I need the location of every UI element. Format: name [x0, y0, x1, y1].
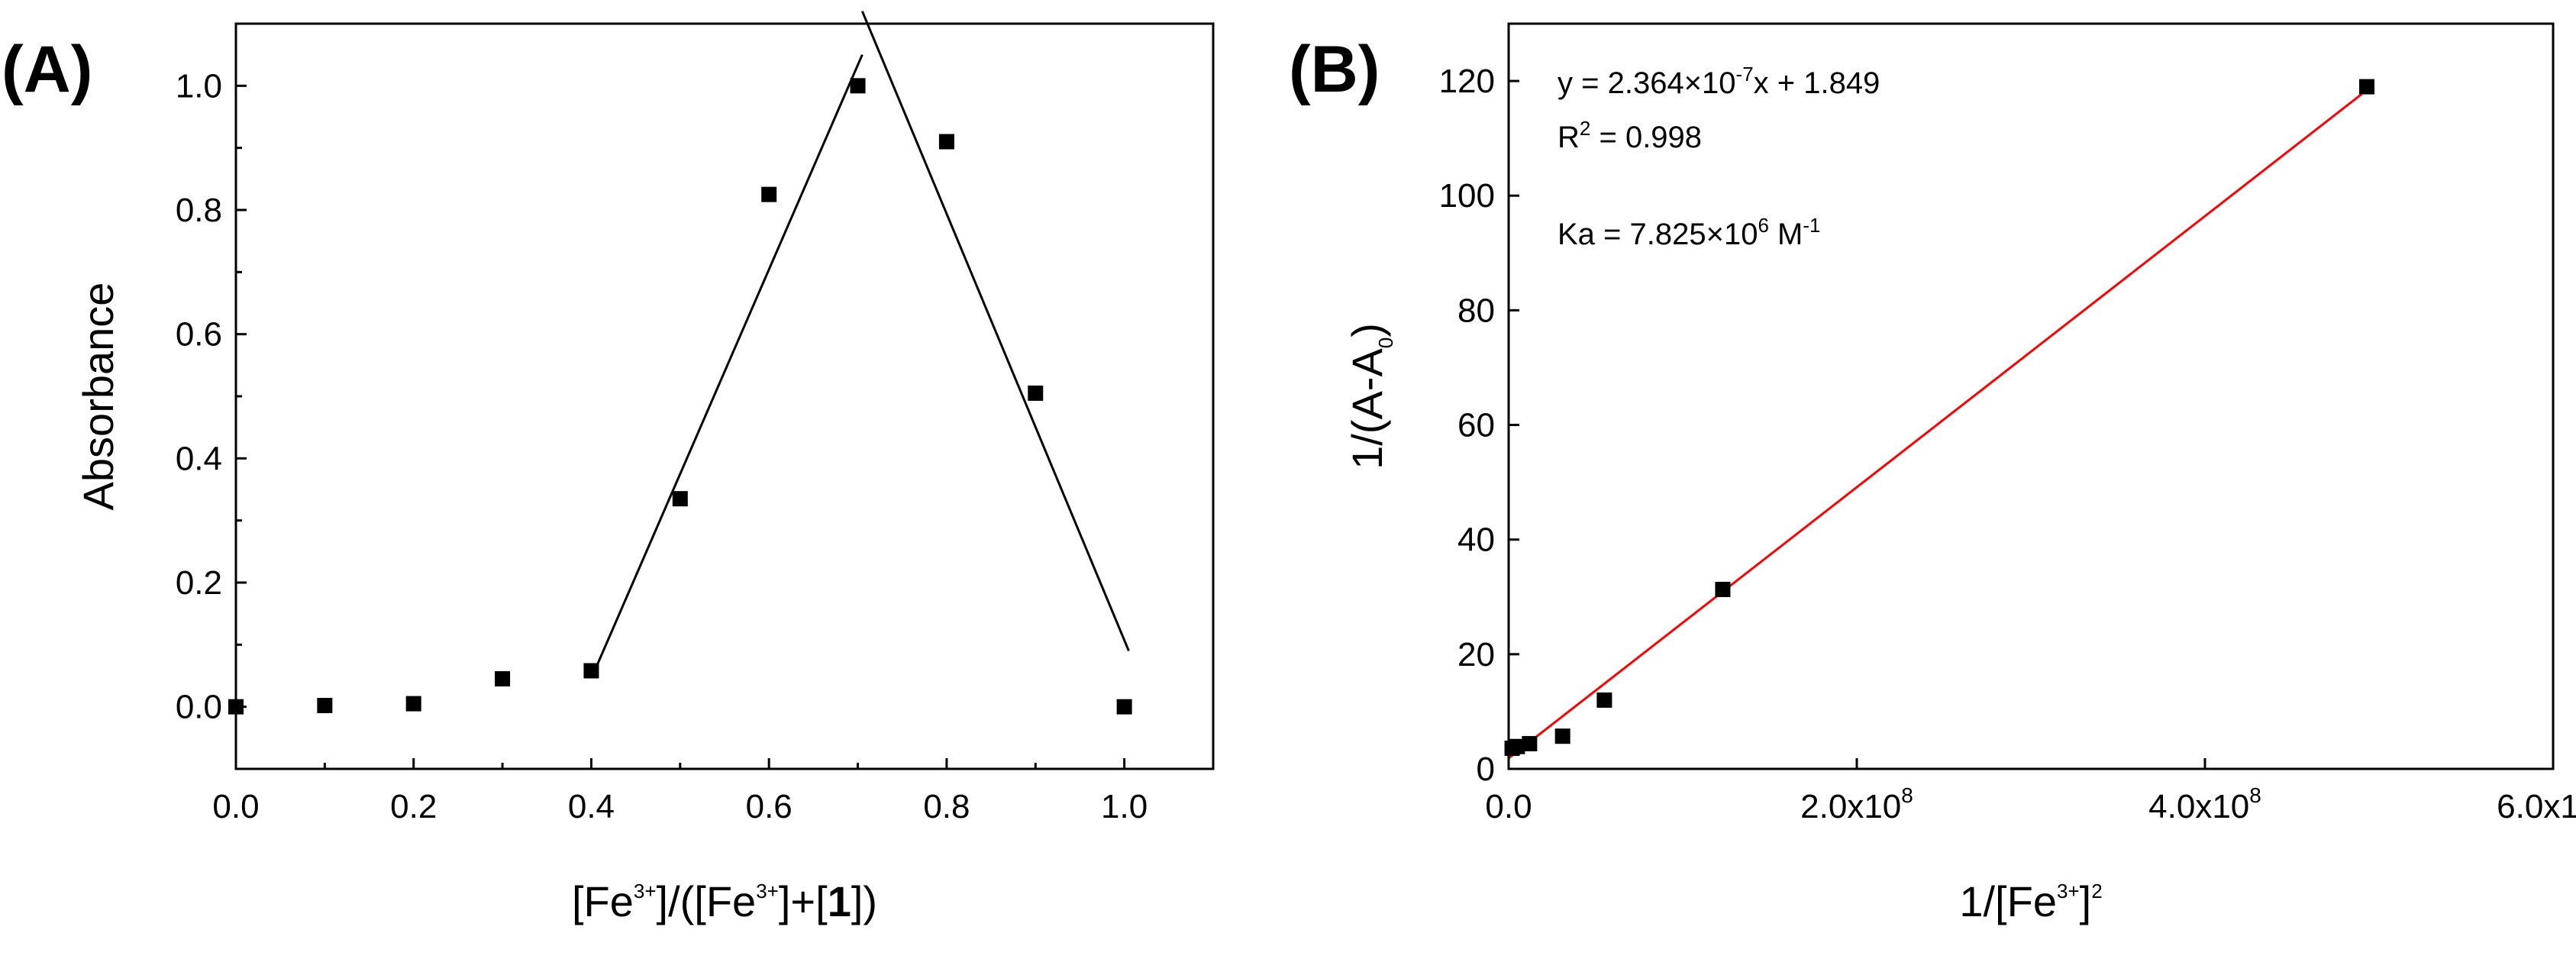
panel-a-y-tick-label: 0.8: [176, 192, 222, 229]
panel-a-xlabel-part-4: ]): [851, 877, 877, 925]
panel-a-xlabel-sup-1: 3+: [634, 880, 657, 902]
panel-a-label: (A): [2, 33, 92, 106]
panel-b-label: (B): [1289, 33, 1380, 106]
panel-a-y-tick-label: 0.4: [176, 440, 222, 477]
panel-b-x-tick-exponent: 8: [1901, 783, 1913, 807]
panel-a-x-tick-text: 0.0: [212, 788, 259, 825]
panel-a-data-point: [405, 696, 421, 712]
panel-a-y-tick-label: 1.0: [176, 67, 222, 105]
r-squared-part-1: R: [1558, 121, 1580, 154]
panel-a-x-tick-label: 0.8: [923, 788, 970, 825]
panel-b-y-tick-label: 80: [1457, 292, 1495, 329]
panel-b-points: [1504, 79, 2375, 756]
panel-a-data-point: [938, 134, 954, 150]
panel-a-points: [228, 78, 1132, 715]
r-squared: R2 = 0.998: [1558, 117, 1702, 154]
panel-b-y-tick-label: 40: [1457, 521, 1495, 559]
association-constant: Ka = 7.825×106 M-1: [1558, 214, 1821, 251]
panel-b-x-tick-label: 4.0x108: [2148, 783, 2261, 825]
ka-sup-2: -1: [1803, 214, 1820, 237]
panel-a-data-point: [583, 663, 599, 679]
panel-a-xlabel-bold: 1: [828, 877, 851, 925]
panel-a-x-tick-label: 0.4: [568, 788, 615, 825]
ka-part-2: M: [1769, 218, 1803, 251]
panel-a-plot-frame: [234, 22, 1215, 770]
panel-b-y-tick-label: 100: [1439, 177, 1495, 215]
panel-a-xlabel-sup-2: 3+: [756, 880, 779, 902]
panel-a-x-axis-title: [Fe3+]/([Fe3+]+[1]): [572, 877, 877, 925]
panel-a-data-point: [495, 671, 511, 687]
panel-b-y-tick-label: 60: [1457, 407, 1495, 444]
panel-a-x-tick-text: 1.0: [1101, 788, 1148, 825]
panel-b-y-axis-title: 1/(A-A0): [1343, 323, 1397, 470]
panel-b-data-point: [1715, 582, 1731, 598]
panel-a-data-point: [672, 491, 688, 507]
panel-b-y-tick-label: 20: [1457, 636, 1495, 673]
panel-a-data-point: [850, 78, 866, 94]
panel-a-data-point: [1028, 385, 1044, 401]
panel-b-x-tick-label: 6.0x108: [2497, 783, 2576, 825]
panel-b-data-point: [1596, 692, 1612, 708]
panel-a-ticks: 0.0 0.2 0.4 0.6 0.8 1.0 0.0 0.2 0.4 0.6 0.8 1.0: [176, 67, 1148, 825]
panel-b-fit-line: [1508, 93, 2363, 760]
panel-b-x-tick-text: 6.0x10: [2497, 788, 2576, 825]
panel-a-data-point: [761, 186, 777, 202]
panel-a-x-tick-label: 0.6: [746, 788, 792, 825]
panel-a-y-tick-label: 0.0: [176, 689, 222, 726]
fit-equation-part-2: x + 1.849: [1754, 66, 1880, 100]
panel-b-x-tick-exponent: 8: [2249, 783, 2261, 807]
r-squared-sup: 2: [1580, 117, 1590, 140]
panel-b-fit-lines: [1508, 93, 2363, 760]
panel-a-x-tick-label: 0.2: [390, 788, 437, 825]
panel-b-data-point: [1554, 728, 1570, 744]
panel-b-x-axis-title: 1/[Fe3+]2: [1959, 877, 2102, 925]
panel-b-xlabel-sup-2: 2: [2091, 880, 2102, 902]
panel-b: (B) 0.02.0x1084.0x1086.0x108020406080100…: [1289, 22, 2576, 925]
panel-a: (A) 0.0 0.2 0.4 0.6 0.8 1.0 0.0 0.2 0.4 0.6 0.8 1.0…: [2, 11, 1215, 925]
ka-sup-1: 6: [1758, 214, 1768, 237]
panel-b-x-tick-label: 0.0: [1485, 788, 1532, 825]
panel-b-x-tick-text: 4.0x10: [2148, 788, 2249, 825]
panel-b-x-tick-text: 2.0x10: [1800, 788, 1901, 825]
panel-b-ylabel-part-2: ): [1343, 323, 1391, 337]
panel-b-x-tick-label: 2.0x108: [1800, 783, 1913, 825]
panel-a-x-tick-label: 1.0: [1101, 788, 1148, 825]
panel-b-ylabel-sub: 0: [1374, 337, 1397, 348]
panel-b-y-tick-label: 120: [1439, 63, 1495, 100]
fit-equation-part-1: y = 2.364×10: [1558, 66, 1736, 100]
fit-equation: y = 2.364×10-7x + 1.849: [1558, 63, 1880, 100]
panel-a-x-tick-text: 0.2: [390, 788, 437, 825]
panel-a-xlabel-part-3: ]+[: [779, 877, 828, 925]
panel-b-x-tick-text: 0.0: [1485, 788, 1532, 825]
panel-a-data-point: [317, 698, 333, 714]
panel-b-ylabel-part-1: 1/(A-A: [1343, 348, 1391, 470]
panel-a-y-tick-label: 0.2: [176, 564, 222, 602]
panel-b-data-point: [1522, 735, 1538, 751]
panel-b-xlabel-sup-1: 3+: [2057, 880, 2080, 902]
panel-a-fit-lines: [594, 11, 1130, 669]
fit-equation-sup: -7: [1736, 63, 1754, 86]
panel-b-xlabel-part-2: ]: [2080, 877, 2092, 925]
r-squared-part-2: = 0.998: [1590, 121, 1702, 154]
panel-a-data-point: [1116, 699, 1132, 715]
panel-a-fit-line: [594, 54, 864, 669]
panel-b-data-point: [1509, 738, 1525, 754]
panel-b-y-tick-label: 0: [1477, 751, 1495, 788]
panel-a-xlabel-part-2: ]/([Fe: [657, 877, 757, 925]
ka-part-1: Ka = 7.825×10: [1558, 218, 1758, 251]
panel-a-y-tick-label: 0.6: [176, 316, 222, 354]
panel-a-x-tick-text: 0.6: [746, 788, 792, 825]
panel-b-data-point: [2359, 79, 2375, 95]
panel-a-x-tick-text: 0.8: [923, 788, 970, 825]
panel-a-fit-line: [860, 11, 1130, 652]
panel-a-x-tick-text: 0.4: [568, 788, 615, 825]
panel-b-xlabel-part-1: 1/[Fe: [1959, 877, 2057, 925]
panel-a-xlabel-part-1: [Fe: [572, 877, 634, 925]
panel-a-y-axis-title: Absorbance: [74, 283, 122, 511]
panel-b-plot-frame: [1507, 22, 2555, 770]
panel-a-x-tick-label: 0.0: [212, 788, 259, 825]
